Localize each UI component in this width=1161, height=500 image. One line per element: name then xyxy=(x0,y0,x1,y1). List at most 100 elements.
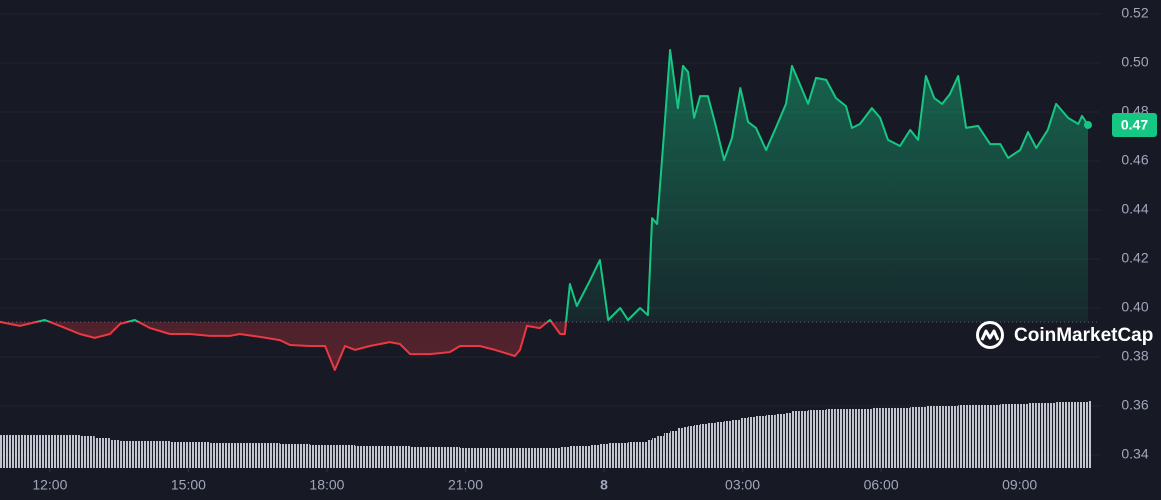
volume-bar xyxy=(479,448,496,468)
volume-bar xyxy=(731,420,741,468)
price-line-up xyxy=(0,49,1089,322)
volume-bar xyxy=(19,435,45,468)
volume-bar xyxy=(816,410,827,468)
volume-bar xyxy=(569,446,577,468)
volume-bar xyxy=(526,448,540,468)
volume-bar xyxy=(560,447,565,468)
volume-bar xyxy=(966,405,979,468)
x-tick-label: 03:00 xyxy=(725,477,760,493)
volume-bar xyxy=(942,406,950,468)
volume-bar xyxy=(880,408,889,468)
price-line-down xyxy=(0,321,568,371)
volume-bar xyxy=(1000,404,1009,468)
volume-bar xyxy=(775,414,786,468)
price-badge xyxy=(1112,112,1157,137)
volume-bars xyxy=(0,401,1091,468)
y-tick-label: 0.44 xyxy=(1121,201,1148,217)
volume-bar xyxy=(949,406,959,468)
volume-bar xyxy=(94,438,110,468)
volume-bar xyxy=(688,426,695,468)
volume-bar xyxy=(683,427,689,468)
volume-bar xyxy=(715,422,725,468)
volume-bar xyxy=(785,413,792,468)
volume-bar xyxy=(459,448,480,468)
volume-bar xyxy=(700,424,708,468)
volume-bar xyxy=(290,444,310,468)
volume-bar xyxy=(791,411,800,468)
volume-bar xyxy=(599,444,609,468)
volume-bar xyxy=(169,442,190,468)
volume-bar xyxy=(279,444,291,468)
volume-bar xyxy=(888,408,901,468)
volume-bar xyxy=(1047,403,1057,468)
volume-bar xyxy=(799,411,809,468)
y-tick-label: 0.34 xyxy=(1121,446,1148,462)
volume-bar xyxy=(694,425,701,468)
volume-bar xyxy=(925,406,935,468)
volume-bar xyxy=(576,446,591,468)
volume-bar xyxy=(934,406,943,468)
volume-bar xyxy=(1078,402,1082,468)
volume-bar xyxy=(590,445,600,468)
volume-bar xyxy=(410,447,430,468)
volume-bar xyxy=(355,446,370,468)
volume-bar xyxy=(550,448,561,468)
volume-bar xyxy=(259,443,280,468)
volume-bar xyxy=(748,417,756,468)
volume-bar xyxy=(150,441,170,468)
volume-bar xyxy=(309,445,326,468)
volume-bar xyxy=(1056,402,1069,468)
x-tick-label: 8 xyxy=(600,477,608,493)
volume-bar xyxy=(495,448,515,468)
volume-bar xyxy=(79,436,95,468)
volume-bar xyxy=(755,416,767,468)
volume-bar xyxy=(109,440,121,468)
volume-bar xyxy=(519,448,527,468)
volume-bar xyxy=(707,423,716,468)
volume-bar xyxy=(620,443,629,468)
x-tick-label: 15:00 xyxy=(171,477,206,493)
volume-bar xyxy=(608,443,621,468)
area-up xyxy=(0,50,1088,322)
volume-bar xyxy=(958,405,967,468)
volume-bar xyxy=(429,447,450,468)
grid xyxy=(0,13,1100,456)
plot xyxy=(0,49,1100,371)
volume-bar xyxy=(852,409,860,468)
volume-bar xyxy=(44,435,61,468)
volume-bar xyxy=(1088,401,1091,468)
x-tick-label: 06:00 xyxy=(864,477,899,493)
volume-bar xyxy=(564,447,570,468)
volume-bar xyxy=(1020,404,1028,468)
last-point xyxy=(1084,120,1092,129)
volume-bar xyxy=(677,428,684,468)
volume-bar xyxy=(859,409,872,468)
volume-bar xyxy=(514,448,520,468)
volume-bar xyxy=(846,409,853,468)
x-tick-label: 09:00 xyxy=(1002,477,1037,493)
volume-bar xyxy=(239,443,260,468)
volume-bar xyxy=(60,435,80,468)
volume-bar xyxy=(389,446,400,468)
volume-bar xyxy=(1036,403,1048,468)
volume-bar xyxy=(808,410,816,468)
area-down xyxy=(0,321,567,370)
y-tick-label: 0.42 xyxy=(1121,250,1148,266)
volume-bar xyxy=(826,409,836,468)
volume-bar xyxy=(652,438,658,468)
y-tick-label: 0.50 xyxy=(1121,54,1148,70)
volume-bar xyxy=(449,447,460,468)
volume-bar xyxy=(835,409,847,468)
volume-bar xyxy=(647,440,653,468)
volume-bar xyxy=(189,442,211,468)
logo-mark xyxy=(980,329,1000,341)
volume-bar xyxy=(1027,403,1037,468)
volume-bar xyxy=(1008,404,1021,468)
volume-bar xyxy=(1081,402,1088,468)
price-badge-label: 0.47 xyxy=(1121,117,1148,133)
volume-bar xyxy=(910,407,919,468)
y-tick-label: 0.36 xyxy=(1121,397,1148,413)
volume-bar xyxy=(325,445,335,468)
watermark: CoinMarketCap xyxy=(976,321,1153,349)
x-tick-label: 12:00 xyxy=(32,477,67,493)
